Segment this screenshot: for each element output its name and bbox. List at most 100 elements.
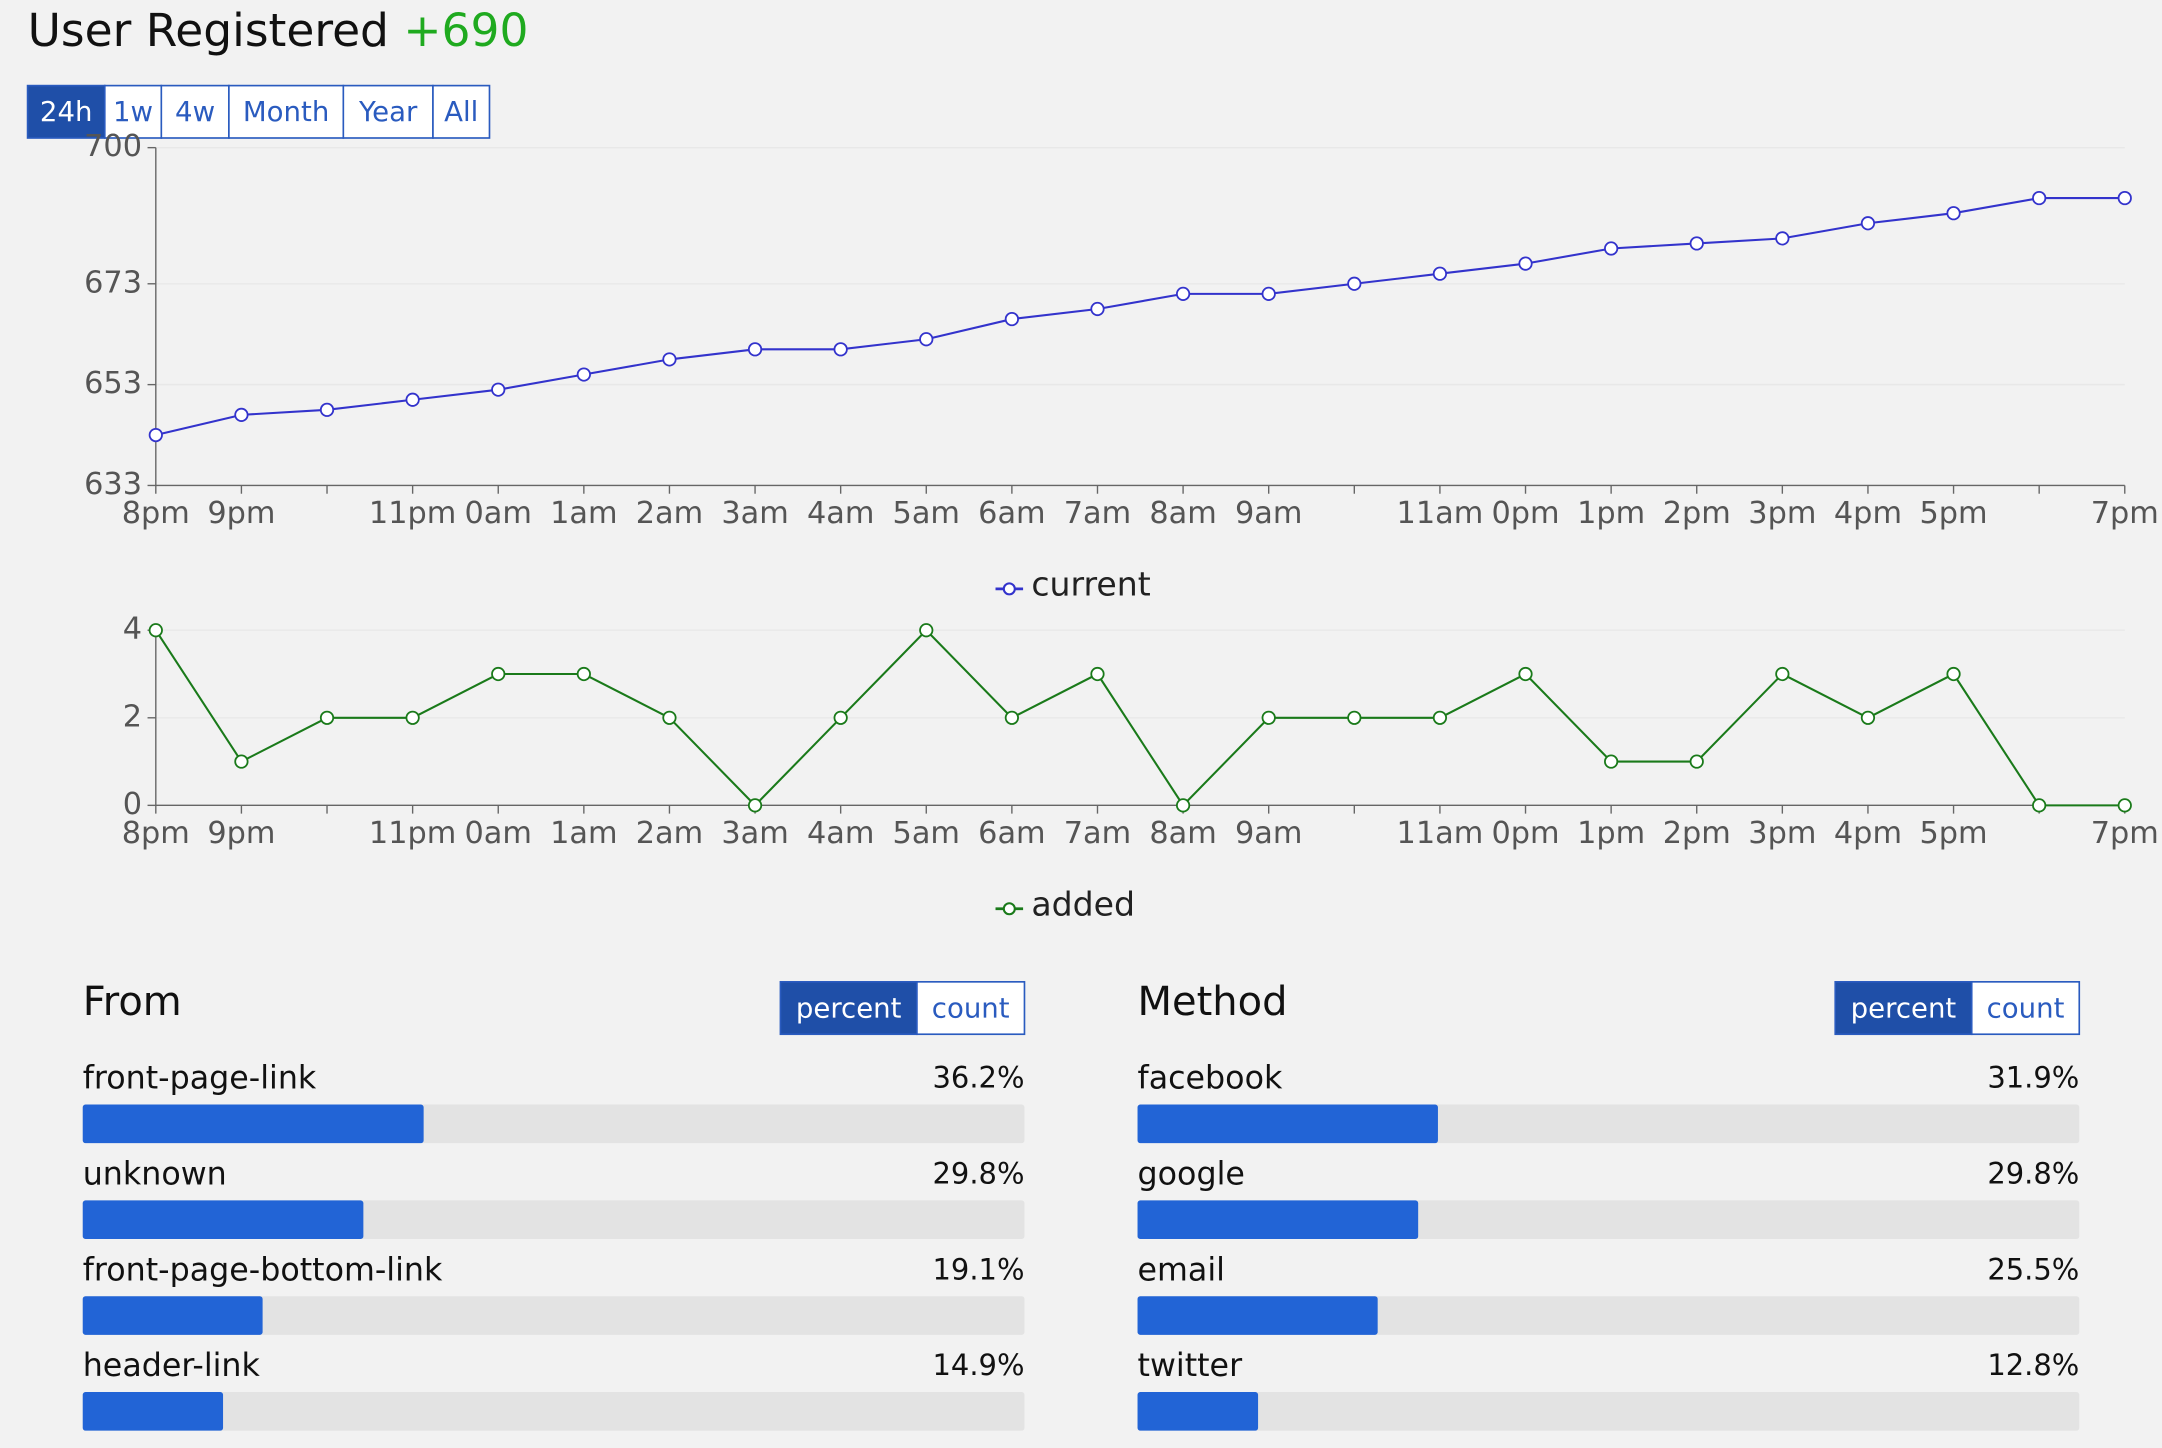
data-point — [1604, 241, 1619, 256]
x-tick-label: 3pm — [1748, 816, 1816, 851]
y-tick-label: 633 — [84, 467, 142, 502]
y-tick-label: 4 — [123, 612, 142, 647]
data-point — [1090, 301, 1105, 317]
data-point — [1946, 206, 1961, 221]
toggle-button[interactable] — [779, 981, 918, 1036]
data-point — [1347, 710, 1362, 725]
x-tick-label: 4am — [807, 496, 874, 531]
bar — [82, 1104, 424, 1144]
range-tab-label[interactable]: Month — [243, 95, 329, 128]
data-point — [405, 710, 420, 725]
toggle-label[interactable]: count — [1987, 991, 2065, 1024]
series-line — [154, 628, 2125, 807]
item-label: header-link — [83, 1348, 261, 1384]
data-point — [1860, 216, 1876, 231]
x-tick-label: 11am — [1397, 816, 1484, 851]
data-point — [1604, 754, 1619, 769]
x-tick-label: 6am — [978, 496, 1045, 531]
data-point — [234, 407, 249, 422]
range-tab-label[interactable]: 1w — [113, 95, 153, 128]
data-point — [319, 710, 335, 725]
x-tick-label: 8pm — [122, 816, 190, 851]
data-point — [1004, 710, 1019, 725]
item-value: 31.9% — [1987, 1061, 2079, 1095]
range-tab-label[interactable]: Year — [358, 95, 418, 128]
range-tab-label[interactable]: All — [444, 95, 478, 128]
data-point — [405, 392, 420, 407]
range-tab[interactable] — [26, 84, 106, 139]
item-value: 14.9% — [933, 1348, 1025, 1382]
toggle-button[interactable] — [1970, 981, 2081, 1036]
x-tick-label: 3pm — [1748, 496, 1816, 531]
series-line — [155, 197, 2125, 437]
data-point — [919, 623, 934, 638]
data-point — [1775, 231, 1790, 246]
data-point — [2032, 798, 2047, 813]
data-point — [1518, 256, 1533, 271]
data-point — [2117, 190, 2132, 206]
data-point — [833, 342, 848, 357]
bar — [1137, 1104, 1438, 1144]
range-tab-label[interactable]: 24h — [40, 95, 93, 128]
data-point — [1775, 666, 1790, 682]
data-point — [1518, 666, 1533, 682]
range-tab[interactable] — [228, 84, 345, 139]
x-tick-label: 5am — [893, 816, 960, 851]
x-tick-label: 5pm — [1920, 816, 1988, 851]
y-tick-label: 700 — [84, 129, 142, 164]
bar — [82, 1392, 224, 1431]
bar — [1137, 1392, 1259, 1431]
y-tick-label: 0 — [123, 787, 142, 822]
data-point — [1432, 266, 1448, 281]
data-point — [148, 623, 163, 638]
data-point — [491, 666, 506, 682]
x-tick-label: 4pm — [1834, 816, 1902, 851]
item-label: front-page-bottom-link — [83, 1252, 443, 1288]
range-tab[interactable] — [432, 84, 491, 139]
range-tab-label[interactable]: 4w — [175, 95, 215, 128]
x-tick-label: 2pm — [1663, 816, 1731, 851]
item-value: 36.2% — [933, 1061, 1025, 1095]
legend-marker — [1002, 582, 1016, 596]
item-label: unknown — [83, 1157, 227, 1193]
item-label: email — [1138, 1252, 1225, 1288]
data-point — [1175, 286, 1191, 301]
toggle-button[interactable] — [916, 981, 1026, 1036]
x-tick-label: 9am — [1235, 496, 1302, 531]
toggle-label[interactable]: percent — [1851, 991, 1957, 1024]
toggle-button[interactable] — [1834, 981, 1973, 1036]
data-point — [1689, 236, 1704, 251]
data-point — [234, 754, 249, 769]
item-value: 25.5% — [1987, 1252, 2079, 1286]
x-tick-label: 0am — [465, 816, 532, 851]
toggle-label[interactable]: count — [932, 991, 1010, 1024]
data-point — [1347, 276, 1362, 291]
x-tick-label: 5am — [893, 496, 960, 531]
toggle-label[interactable]: percent — [796, 991, 902, 1024]
data-point — [148, 427, 163, 443]
item-value: 29.8% — [933, 1157, 1025, 1191]
panel-title: From — [83, 979, 182, 1025]
x-tick-label: 1am — [550, 496, 617, 531]
data-point — [1689, 754, 1704, 769]
y-tick-label: 2 — [123, 699, 142, 734]
page-title: User Registered +690 — [28, 4, 529, 57]
range-tab[interactable] — [103, 84, 163, 139]
bar — [1137, 1296, 1378, 1335]
data-point — [662, 710, 677, 725]
title-text: User Registered — [28, 4, 389, 57]
range-tab[interactable] — [342, 84, 434, 139]
panel-title: Method — [1138, 979, 1288, 1025]
x-tick-label: 9pm — [207, 496, 275, 531]
data-point — [319, 402, 335, 417]
data-point — [919, 332, 934, 347]
data-point — [747, 798, 763, 813]
bar — [82, 1200, 364, 1239]
item-label: front-page-link — [83, 1061, 317, 1097]
bar-track — [82, 1296, 1025, 1335]
item-value: 12.8% — [1987, 1348, 2079, 1382]
range-tab[interactable] — [160, 84, 230, 139]
x-tick-label: 11am — [1397, 496, 1484, 531]
